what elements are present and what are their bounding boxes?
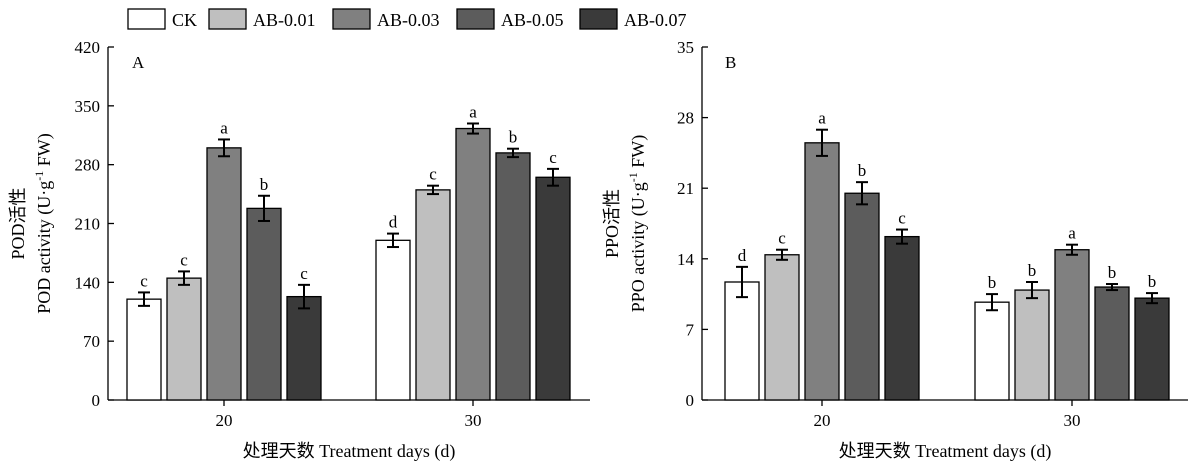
legend: CK AB-0.01 AB-0.03 AB-0.05 AB-0.07 bbox=[127, 8, 687, 30]
y-axis-title-part: POD activity (U·g bbox=[34, 181, 55, 314]
x-tick-label: 20 bbox=[216, 411, 233, 430]
bar-ab-0-01 bbox=[166, 277, 202, 401]
y-tick-label: 0 bbox=[92, 391, 101, 410]
y-axis-title-superscript: -1 bbox=[626, 172, 640, 182]
y-axis-title-line1: PPO活性 bbox=[602, 189, 622, 258]
legend-label-ab-0-03: AB-0.03 bbox=[377, 10, 440, 30]
significance-letter: c bbox=[180, 250, 188, 269]
bar-ab-0-05 bbox=[1094, 286, 1130, 401]
bar-ab-0-05 bbox=[844, 192, 880, 401]
significance-letter: a bbox=[220, 118, 228, 137]
bar-ab-0-03 bbox=[206, 147, 242, 401]
bar-ab-0-07 bbox=[286, 295, 322, 401]
y-tick-label: 35 bbox=[677, 38, 694, 57]
y-axis-title-unit: FW) bbox=[628, 135, 649, 173]
significance-letter: c bbox=[429, 165, 437, 184]
bar-ab-0-05 bbox=[246, 207, 282, 401]
significance-letter: b bbox=[1108, 263, 1117, 282]
significance-letter: b bbox=[1148, 272, 1157, 291]
y-axis-title-unit: FW) bbox=[34, 133, 55, 171]
x-tick-label: 20 bbox=[814, 411, 831, 430]
legend-label-ab-0-01: AB-0.01 bbox=[253, 10, 316, 30]
y-tick-label: 280 bbox=[75, 156, 101, 175]
y-axis-title-superscript: -1 bbox=[32, 171, 46, 181]
y-tick-label: 0 bbox=[686, 391, 695, 410]
y-tick-label: 210 bbox=[75, 215, 101, 234]
y-tick-label: 350 bbox=[75, 97, 101, 116]
significance-letter: b bbox=[988, 273, 997, 292]
y-tick-label: 70 bbox=[83, 332, 100, 351]
significance-letter: b bbox=[1028, 261, 1037, 280]
panel-label: A bbox=[132, 53, 145, 72]
bar-ab-0-01 bbox=[1014, 289, 1050, 401]
y-axis-title-line2: PPO activity (U·g-1 FW) bbox=[626, 135, 649, 313]
y-tick-label: 21 bbox=[677, 179, 694, 198]
x-axis-title: 处理天数 Treatment days (d) bbox=[243, 441, 456, 462]
y-axis-title-line1: POD活性 bbox=[8, 187, 28, 259]
x-axis-title: 处理天数 Treatment days (d) bbox=[839, 441, 1052, 462]
significance-letter: a bbox=[469, 102, 477, 121]
x-tick-label: 30 bbox=[1064, 411, 1081, 430]
bar-ck bbox=[375, 239, 411, 401]
significance-letter: b bbox=[858, 161, 867, 180]
bar-ab-0-07 bbox=[1134, 297, 1170, 401]
legend-swatch-ab-0-03 bbox=[332, 8, 371, 30]
significance-letter: c bbox=[549, 148, 557, 167]
bar-ck bbox=[126, 298, 162, 401]
significance-letter: c bbox=[140, 271, 148, 290]
bar-ab-0-01 bbox=[764, 254, 800, 401]
bar-ck bbox=[974, 301, 1010, 401]
significance-letter: d bbox=[738, 246, 747, 265]
bar-ab-0-03 bbox=[1054, 249, 1090, 401]
bar-ab-0-07 bbox=[884, 235, 920, 401]
significance-letter: a bbox=[1068, 224, 1076, 243]
significance-letter: d bbox=[389, 213, 398, 232]
significance-letter: c bbox=[898, 209, 906, 228]
bar-ab-0-01 bbox=[415, 189, 451, 401]
legend-label-ck: CK bbox=[172, 10, 197, 30]
bar-ab-0-07 bbox=[535, 176, 571, 401]
y-tick-label: 420 bbox=[75, 38, 101, 57]
legend-swatch-ab-0-07 bbox=[579, 8, 618, 30]
y-axis-title-line2: POD activity (U·g-1 FW) bbox=[32, 133, 55, 313]
chart-panel-a: 0 70 140 210 280 350 420 20 30 c d c c a a b b c c A 处理天数 Tr… bbox=[8, 38, 590, 462]
legend-label-ab-0-05: AB-0.05 bbox=[501, 10, 564, 30]
y-tick-label: 7 bbox=[686, 320, 695, 339]
significance-letter: c bbox=[300, 264, 308, 283]
chart-panel-b: 0 7 14 21 28 35 20 30 d b c b a a b b c b B 处理天数 Treatment … bbox=[602, 38, 1188, 462]
bar-ck bbox=[724, 281, 760, 401]
significance-letter: b bbox=[260, 175, 269, 194]
legend-swatch-ab-0-05 bbox=[456, 8, 495, 30]
y-tick-label: 28 bbox=[677, 109, 694, 128]
y-tick-label: 140 bbox=[75, 273, 101, 292]
significance-letter: b bbox=[509, 128, 518, 147]
x-tick-label: 30 bbox=[465, 411, 482, 430]
y-tick-label: 14 bbox=[677, 250, 695, 269]
legend-swatch-ck bbox=[127, 8, 166, 30]
legend-swatch-ab-0-01 bbox=[208, 8, 247, 30]
y-axis-title-part: PPO activity (U·g bbox=[628, 182, 649, 312]
legend-label-ab-0-07: AB-0.07 bbox=[624, 10, 687, 30]
bar-ab-0-03 bbox=[804, 142, 840, 401]
bar-ab-0-03 bbox=[455, 127, 491, 401]
panel-label: B bbox=[725, 53, 736, 72]
significance-letter: a bbox=[818, 109, 826, 128]
significance-letter: c bbox=[778, 229, 786, 248]
bar-ab-0-05 bbox=[495, 152, 531, 401]
